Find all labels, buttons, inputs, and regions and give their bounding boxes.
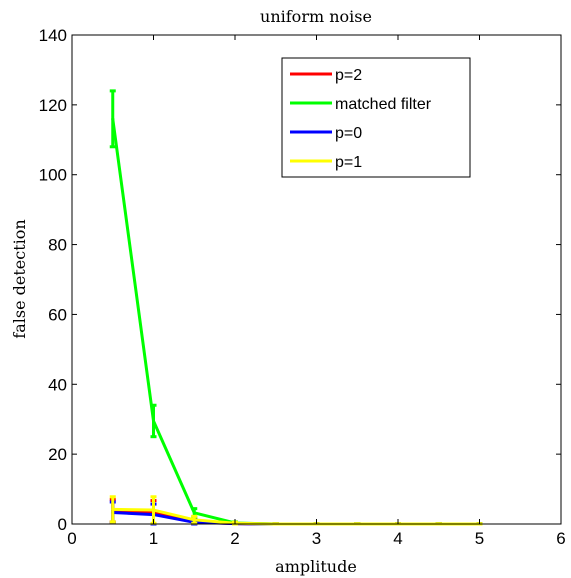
y-axis-label: false detection [10, 219, 29, 338]
legend: p=2 matched filter p=0 p=1 [281, 57, 471, 178]
y-tick-label: 100 [39, 166, 67, 185]
legend-label: p=0 [335, 125, 362, 142]
legend-box [281, 57, 471, 178]
x-tick-label: 1 [149, 529, 158, 548]
legend-label: p=2 [335, 67, 362, 84]
data-point [192, 511, 196, 515]
x-tick-label: 5 [475, 529, 484, 548]
y-tick-label: 80 [48, 236, 67, 255]
x-tick-label: 4 [393, 529, 402, 548]
data-point [111, 117, 115, 121]
y-tick-label: 140 [39, 26, 67, 45]
data-point [152, 508, 155, 512]
x-axis-label: amplitude [275, 557, 357, 576]
y-tick-label: 60 [48, 305, 67, 324]
legend-label: p=1 [335, 154, 362, 171]
x-tick-label: 2 [230, 529, 239, 548]
x-tick-label: 0 [67, 529, 76, 548]
x-tick-label: 6 [556, 529, 565, 548]
y-tick-label: 120 [39, 96, 67, 115]
chart-title: uniform noise [260, 7, 372, 26]
y-tick-label: 0 [58, 515, 67, 534]
x-tick-label: 3 [312, 529, 321, 548]
data-point [111, 507, 115, 511]
legend-label: matched filter [335, 96, 432, 113]
y-tick-label: 20 [48, 445, 67, 464]
data-point [152, 419, 155, 423]
y-tick-label: 40 [48, 375, 67, 394]
data-point [192, 518, 196, 522]
